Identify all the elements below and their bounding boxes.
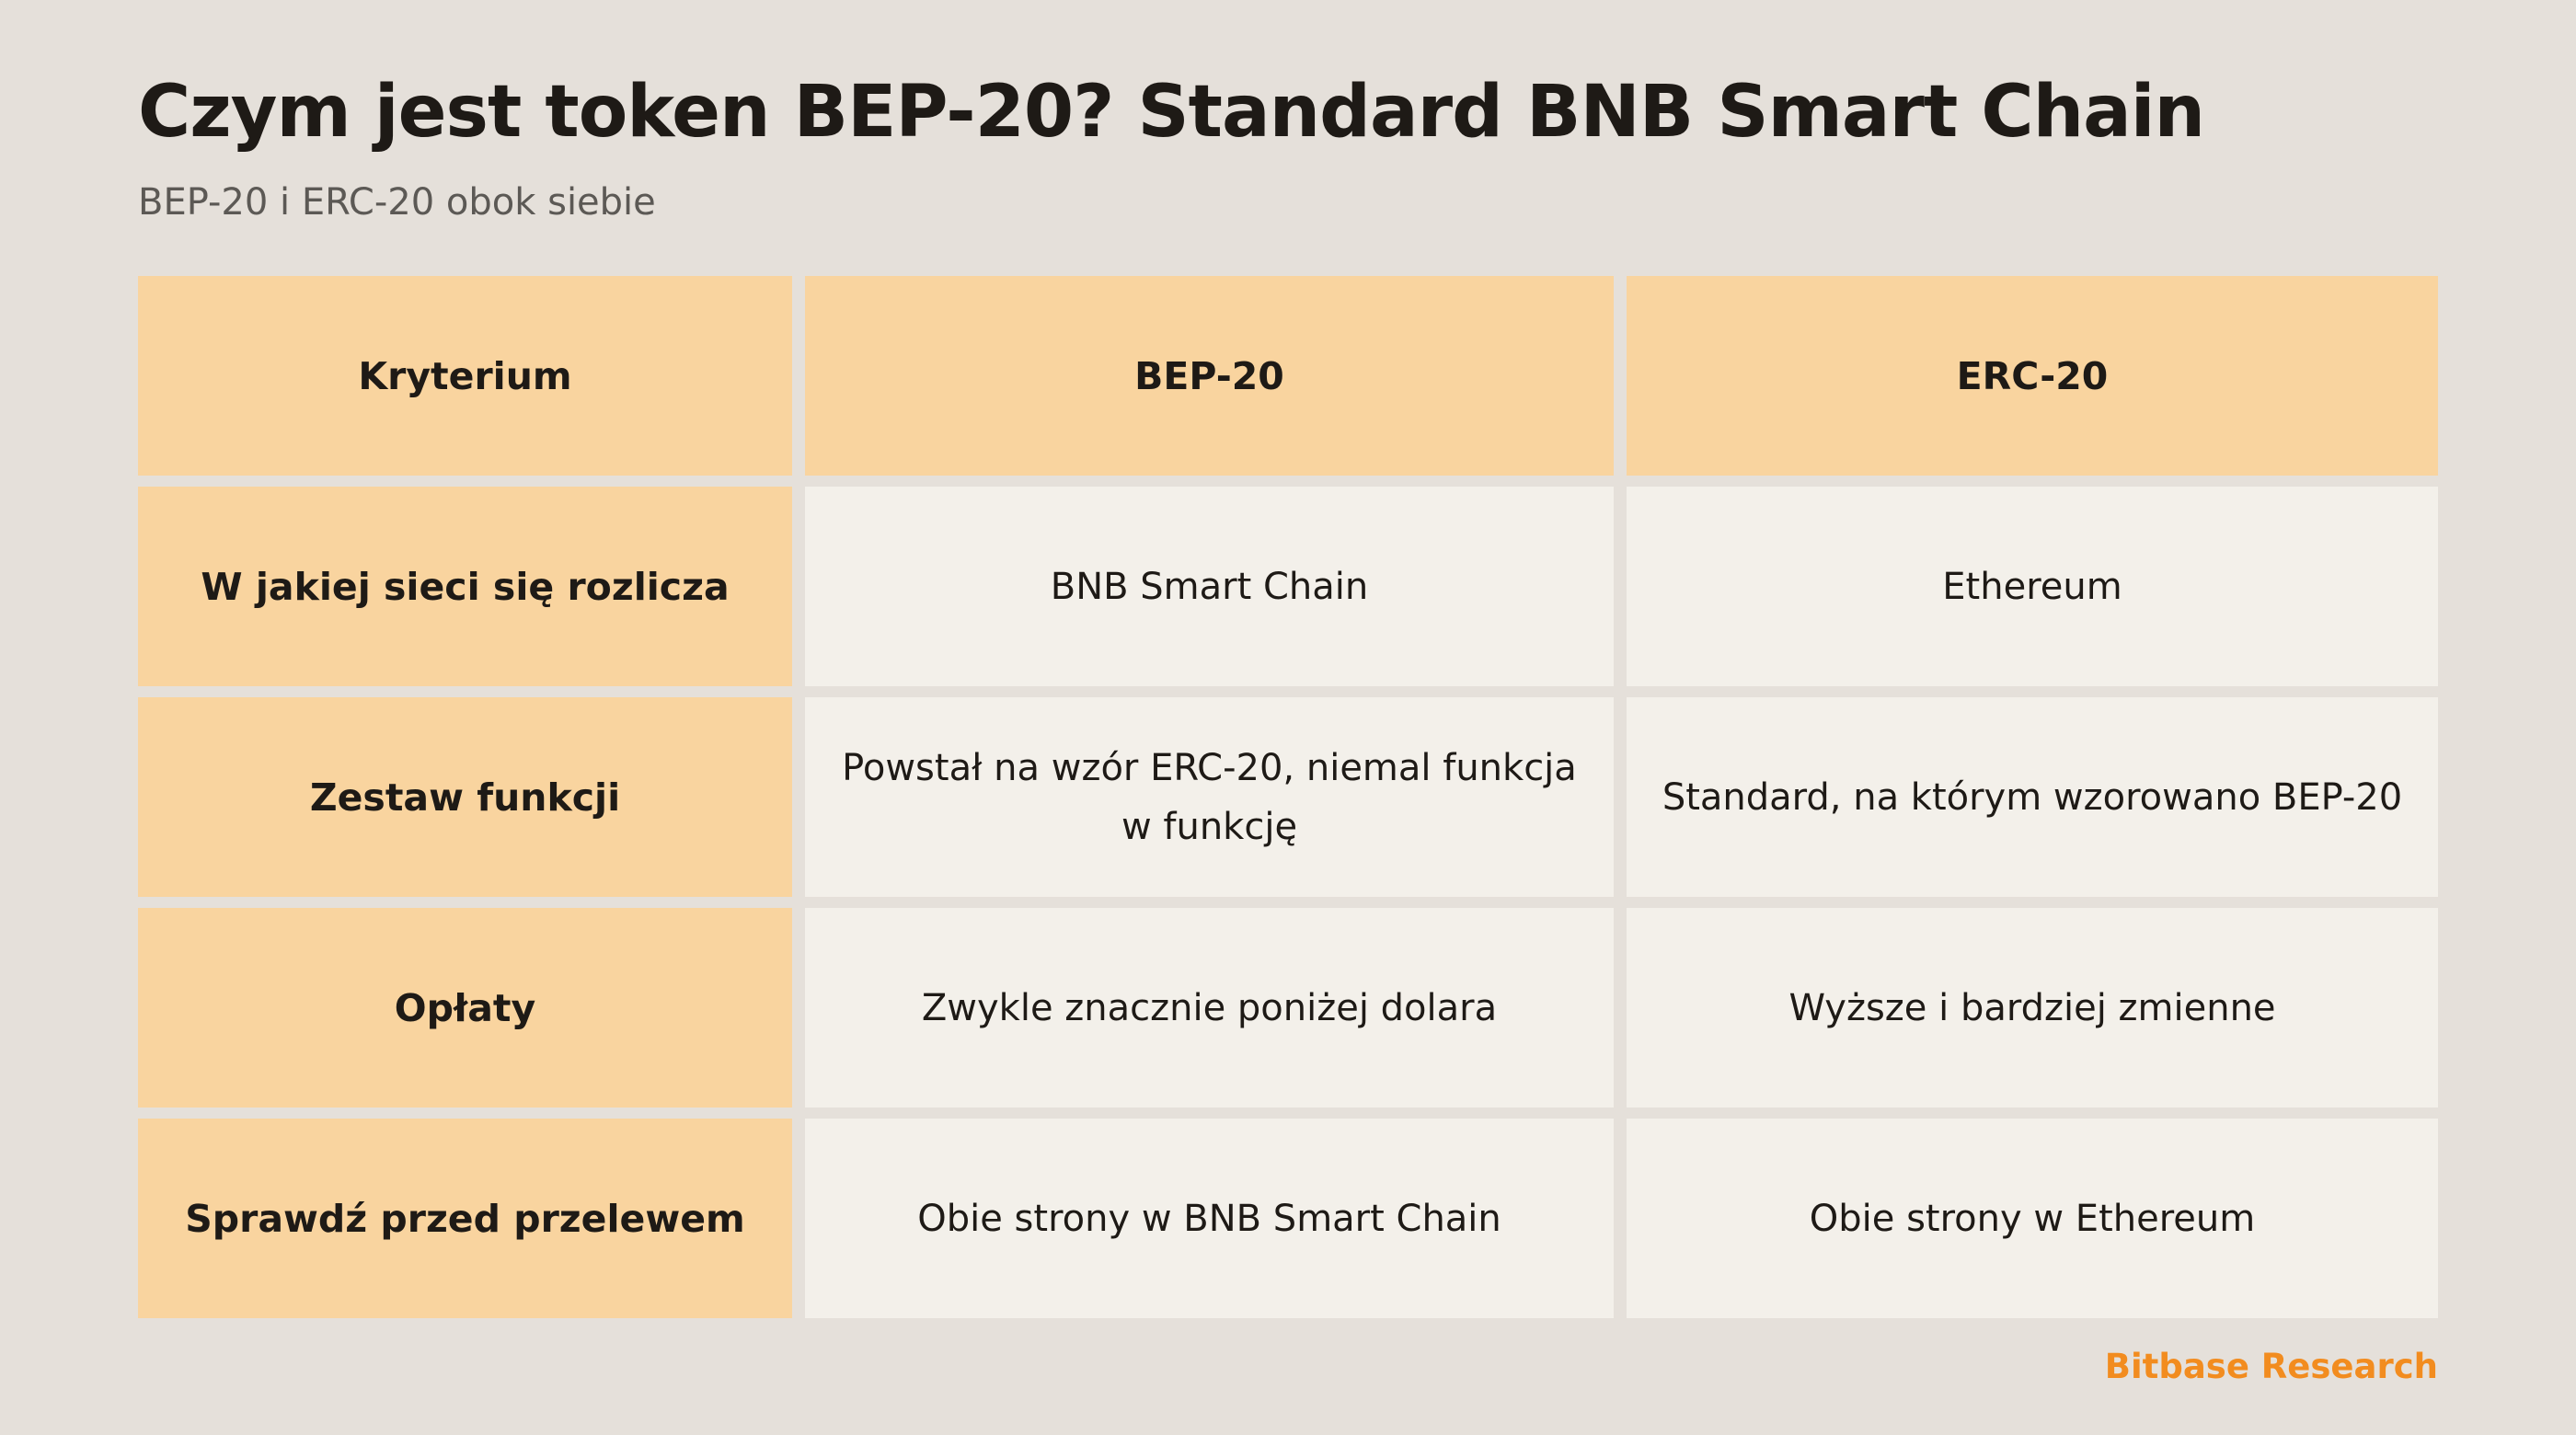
row-label-check: Sprawdź przed przelewem [138,1119,792,1318]
brand-label: Bitbase Research [2104,1347,2438,1386]
page-subtitle: BEP-20 i ERC-20 obok siebie [138,181,656,224]
page-title: Czym jest token BEP-20? Standard BNB Sma… [138,71,2205,154]
table-cell-erc20-check: Obie strony w Ethereum [1627,1119,2438,1318]
table-cell-erc20-network: Ethereum [1627,487,2438,686]
table-cell-bep20-network: BNB Smart Chain [805,487,1614,686]
column-header-bep20: BEP-20 [805,276,1614,476]
column-header-criterion: Kryterium [138,276,792,476]
table-cell-bep20-check: Obie strony w BNB Smart Chain [805,1119,1614,1318]
comparison-table: Kryterium BEP-20 ERC-20 W jakiej sieci s… [138,276,2438,1318]
table-cell-erc20-features: Standard, na którym wzorowano BEP-20 [1627,697,2438,897]
column-header-erc20: ERC-20 [1627,276,2438,476]
table-cell-bep20-features: Powstał na wzór ERC-20, niemal funkcja w… [805,697,1614,897]
table-cell-bep20-fees: Zwykle znacznie poniżej dolara [805,908,1614,1108]
table-cell-erc20-fees: Wyższe i bardziej zmienne [1627,908,2438,1108]
row-label-network: W jakiej sieci się rozlicza [138,487,792,686]
row-label-fees: Opłaty [138,908,792,1108]
row-label-features: Zestaw funkcji [138,697,792,897]
